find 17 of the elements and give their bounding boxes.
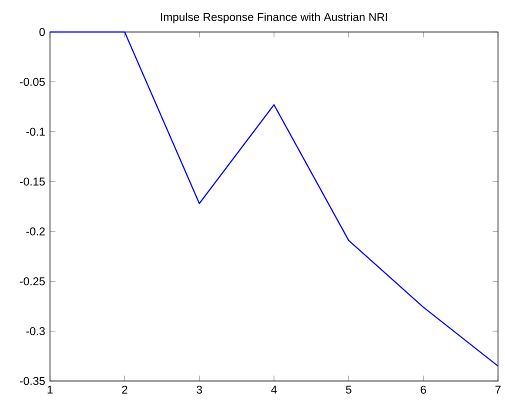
y-tick-label: -0.3 [26, 327, 45, 336]
y-tick-label: -0.1 [26, 128, 45, 136]
y-tick-label: 0 [39, 28, 45, 36]
x-tick-label: 4 [271, 386, 277, 394]
x-tick-label: 5 [346, 386, 352, 394]
x-tick-label: 2 [122, 386, 128, 394]
x-tick-label: 3 [196, 386, 202, 394]
y-tick-label: -0.15 [20, 178, 45, 186]
line-series [49, 31, 499, 367]
y-tick-label: -0.2 [26, 227, 45, 236]
y-tick-label: -0.35 [20, 376, 45, 386]
x-tick-label: 7 [495, 386, 501, 394]
x-tick-label: 1 [48, 386, 53, 394]
y-tick-label: -0.25 [20, 277, 45, 286]
y-tick-label: -0.05 [20, 78, 45, 86]
x-tick-label: 6 [420, 386, 426, 394]
chart-title: Impulse Response Finance with Austrian NRI [161, 12, 387, 24]
